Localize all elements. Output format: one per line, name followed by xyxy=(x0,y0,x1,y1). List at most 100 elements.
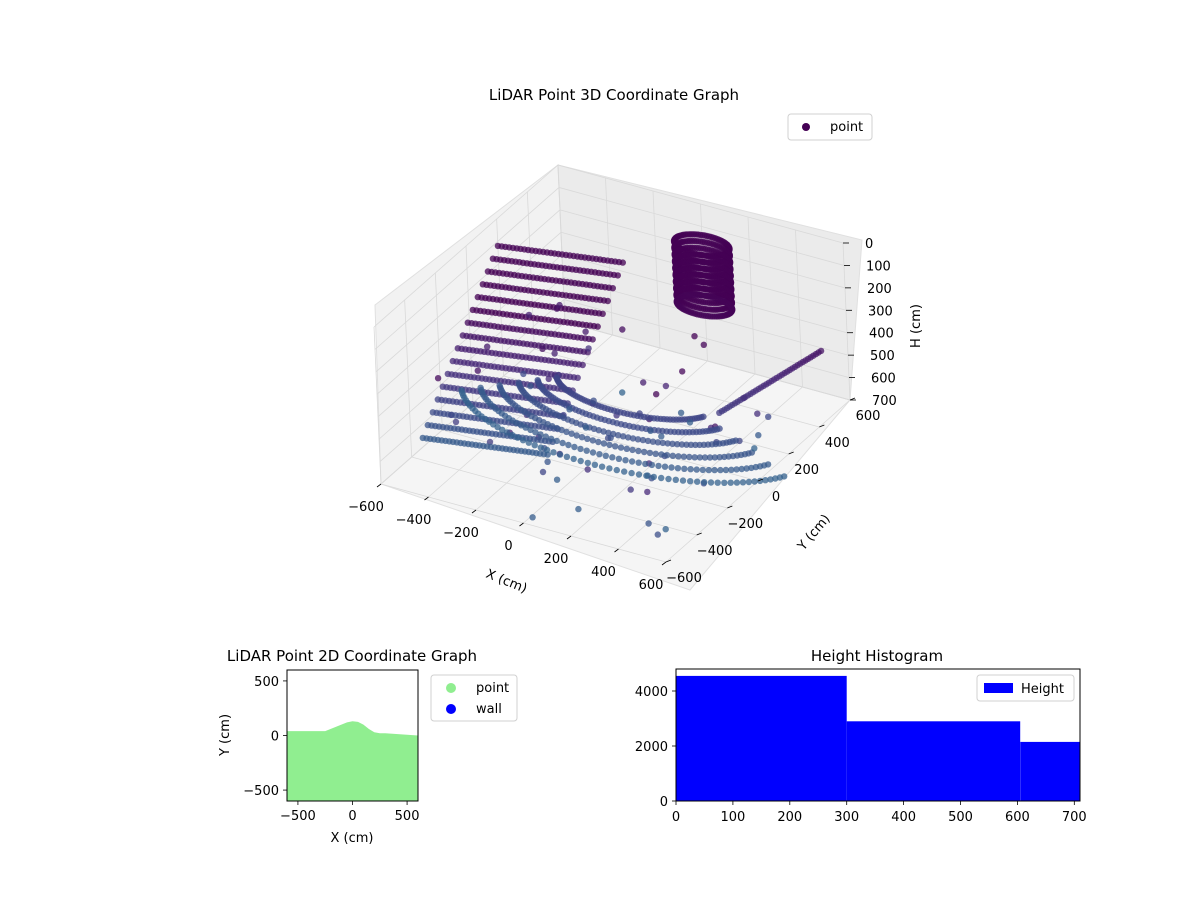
point-marker xyxy=(650,473,657,481)
point-marker xyxy=(661,463,669,470)
point-marker xyxy=(606,465,613,472)
point-marker xyxy=(701,454,709,461)
point-marker xyxy=(668,464,675,471)
point-marker xyxy=(701,479,708,486)
point-marker xyxy=(568,430,575,437)
z-tick-3d: 0 xyxy=(865,237,873,252)
x-tick-histogram: 0 xyxy=(672,810,680,825)
point-marker xyxy=(600,440,608,447)
legend-label-point: point xyxy=(830,120,863,135)
y-axis-label-2d: Y (cm) xyxy=(218,714,233,757)
x-tick-2d: 500 xyxy=(395,809,420,824)
chart-2d: LiDAR Point 2D Coordinate Graph −500−500… xyxy=(218,647,518,846)
point-marker xyxy=(532,429,539,436)
point-marker xyxy=(765,413,772,420)
point-marker xyxy=(556,301,563,309)
point-marker xyxy=(721,479,728,486)
point-marker xyxy=(551,350,558,357)
point-marker xyxy=(640,379,647,386)
point-marker xyxy=(755,432,762,439)
point-marker xyxy=(707,479,715,486)
point-marker xyxy=(716,454,723,461)
point-marker xyxy=(496,382,503,389)
point-marker xyxy=(578,434,586,441)
z-tick-3d: 600 xyxy=(871,372,896,387)
point-marker xyxy=(529,514,536,521)
legend-2d: point wall xyxy=(430,674,518,722)
point-marker xyxy=(652,450,659,457)
point-marker xyxy=(767,476,774,483)
point-marker xyxy=(669,440,676,447)
point-marker xyxy=(678,441,686,448)
point-marker xyxy=(589,336,596,343)
point-marker xyxy=(553,476,561,483)
point-marker xyxy=(683,441,690,448)
point-marker xyxy=(711,454,719,461)
point-marker xyxy=(545,375,552,383)
point-marker xyxy=(649,438,657,445)
point-marker xyxy=(602,452,609,459)
x-tick-histogram: 700 xyxy=(1062,810,1087,825)
x-tick-histogram: 100 xyxy=(720,810,745,825)
point-marker xyxy=(635,471,643,478)
point-marker xyxy=(609,285,616,292)
point-marker xyxy=(577,445,584,453)
point-marker xyxy=(563,428,570,436)
point-marker xyxy=(716,409,723,416)
point-marker xyxy=(664,440,671,447)
point-marker xyxy=(477,384,484,391)
point-marker xyxy=(748,464,755,472)
point-marker xyxy=(705,466,712,474)
point-marker xyxy=(655,462,662,470)
histogram-bar xyxy=(1020,741,1080,801)
point-marker xyxy=(628,458,636,465)
histogram-bar xyxy=(846,721,1021,802)
ticks-2d: −500−500 0 0 500 500 xyxy=(243,675,419,824)
point-marker xyxy=(680,453,688,460)
point-marker xyxy=(614,272,621,279)
point-marker xyxy=(558,426,565,434)
point-marker xyxy=(577,457,584,465)
z-tick-3d: 100 xyxy=(866,259,891,274)
point-marker xyxy=(534,377,541,384)
point-marker xyxy=(669,452,676,459)
chart-2d-title: LiDAR Point 2D Coordinate Graph xyxy=(227,647,477,665)
point-marker xyxy=(570,455,577,463)
point-marker xyxy=(629,446,636,454)
point-marker xyxy=(648,461,656,469)
point-marker xyxy=(662,526,669,533)
chart-3d-title: LiDAR Point 3D Coordinate Graph xyxy=(489,86,739,104)
point-marker xyxy=(635,447,642,455)
point-marker xyxy=(599,310,606,317)
point-marker xyxy=(544,458,551,465)
point-marker xyxy=(619,326,626,333)
x-tick-3d: −600 xyxy=(348,500,384,515)
point-marker xyxy=(658,433,665,440)
point-marker xyxy=(665,475,672,483)
y-tick-3d: −400 xyxy=(697,544,733,559)
point-marker xyxy=(525,439,532,446)
x-axis-label-2d: X (cm) xyxy=(331,831,374,846)
point-marker xyxy=(584,435,591,442)
point-marker xyxy=(745,478,753,486)
legend-label-height: Height xyxy=(1021,682,1064,697)
x-tick-histogram: 400 xyxy=(891,810,916,825)
legend-histogram: Height xyxy=(976,674,1075,702)
point-marker xyxy=(691,333,698,340)
z-tick-3d: 400 xyxy=(869,327,894,342)
point-marker xyxy=(653,391,660,398)
point-marker xyxy=(687,466,694,473)
y-axis-label-3d: Y (cm) xyxy=(794,512,833,555)
point-marker xyxy=(675,453,682,460)
point-marker xyxy=(686,453,693,461)
legend-label-point-2d: point xyxy=(476,681,509,696)
point-marker xyxy=(579,361,586,369)
point-marker xyxy=(571,443,578,451)
point-marker xyxy=(762,477,769,484)
point-marker xyxy=(621,468,628,475)
point-marker xyxy=(563,453,571,460)
point-marker xyxy=(639,436,647,444)
point-marker xyxy=(619,389,626,396)
y-tick-histogram: 2000 xyxy=(635,740,668,755)
